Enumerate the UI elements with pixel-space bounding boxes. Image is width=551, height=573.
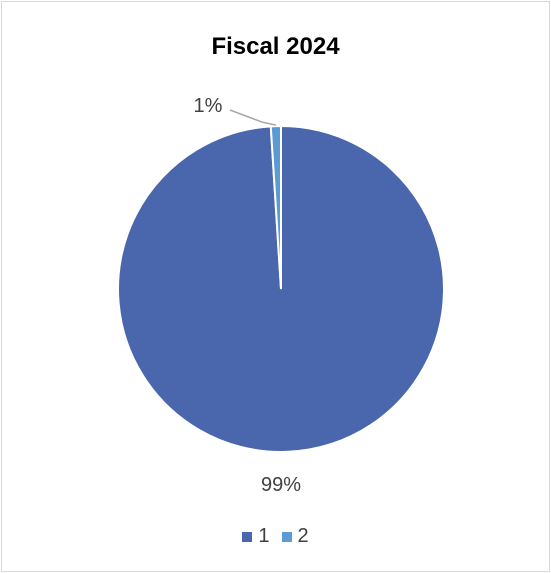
legend-label-2: 2 [297,525,309,547]
legend-item-1: 1 [242,525,270,548]
data-label-1: 99% [261,474,301,496]
legend-item-2: 2 [281,525,309,548]
legend-swatch-2 [281,531,292,542]
pie-slice-2 [269,124,282,290]
chart-title: Fiscal 2024 [211,33,340,60]
chart-legend: 1 2 [2,525,549,548]
data-label-2: 1% [194,95,223,117]
legend-swatch-1 [242,531,253,542]
leader-line-2 [229,109,277,126]
legend-label-1: 1 [258,525,270,547]
